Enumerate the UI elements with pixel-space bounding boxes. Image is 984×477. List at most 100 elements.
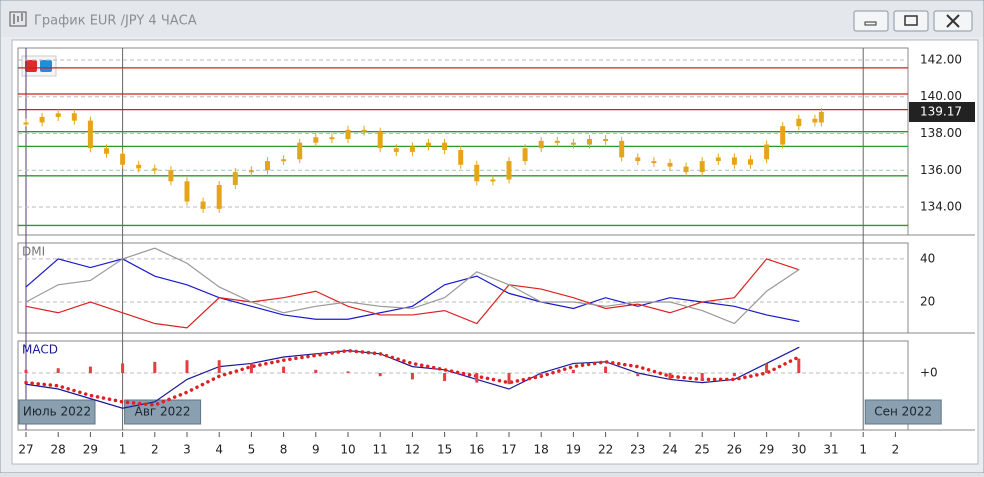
app-icon (9, 11, 27, 27)
x-tick-label: 2 (892, 443, 900, 457)
month-box (18, 399, 96, 425)
x-tick-label: 5 (248, 443, 256, 457)
histogram-bar (346, 371, 350, 374)
series-line (25, 247, 800, 325)
candle (345, 129, 351, 140)
y-tick-label: 142.00 (920, 52, 962, 66)
candle (393, 148, 399, 152)
candle (715, 157, 721, 162)
x-tick-label: 11 (373, 443, 388, 457)
x-tick-label: 15 (437, 443, 452, 457)
month-label: Июль 2022 (23, 405, 91, 419)
candle (587, 139, 592, 145)
candle (748, 159, 753, 165)
x-tick-label: 30 (791, 443, 806, 457)
histogram-bar (507, 373, 511, 385)
y-tick-label: +0 (920, 366, 938, 380)
candle (818, 111, 824, 123)
maximize-button[interactable] (893, 10, 929, 32)
panel-title: MACD (22, 343, 58, 357)
x-tick-label: 31 (823, 443, 838, 457)
x-tick-label: 18 (534, 443, 549, 457)
candle (281, 159, 287, 162)
candle (232, 172, 238, 185)
minimize-button[interactable] (853, 10, 889, 32)
candle (619, 140, 625, 158)
x-tick-label: 16 (469, 443, 484, 457)
candle (635, 157, 641, 162)
histogram-bar (56, 368, 60, 374)
x-tick-label: 25 (695, 443, 710, 457)
histogram-bar (668, 373, 672, 380)
color-toggle[interactable] (21, 55, 57, 77)
histogram-bar (24, 369, 28, 374)
histogram-bar (88, 366, 92, 374)
x-tick-label: 27 (18, 443, 33, 457)
month-box (124, 399, 202, 425)
candle (474, 164, 480, 182)
candle (554, 140, 560, 143)
candle (442, 142, 448, 151)
histogram-bar (282, 366, 286, 374)
x-tick-label: 29 (83, 443, 98, 457)
candle (200, 201, 206, 209)
y-tick-label: 140.00 (920, 89, 962, 103)
y-tick-label: 20 (920, 294, 935, 308)
candle (23, 122, 29, 125)
y-tick-label: 138.00 (920, 126, 962, 140)
candle (71, 113, 77, 121)
candle (812, 118, 818, 123)
x-tick-label: 8 (280, 443, 288, 457)
close-button[interactable] (933, 10, 973, 32)
panel-frame (17, 242, 909, 334)
histogram-bar (314, 369, 318, 374)
candle (136, 164, 142, 169)
candle (361, 129, 367, 132)
x-tick-label: 19 (566, 443, 581, 457)
histogram-bar (410, 373, 414, 380)
month-label: Сен 2022 (874, 405, 932, 419)
chart-area (11, 39, 979, 465)
histogram-bar (732, 373, 736, 377)
x-tick-label: 29 (759, 443, 774, 457)
candle (216, 184, 222, 209)
histogram-bar (443, 373, 447, 382)
histogram-bar (636, 373, 640, 377)
candle (651, 161, 657, 164)
x-tick-label: 17 (501, 443, 516, 457)
histogram-bar (378, 373, 382, 377)
x-tick-label: 2 (151, 443, 159, 457)
window-title: График EUR /JPY 4 ЧАСА (34, 14, 197, 29)
x-tick-label: 1 (859, 443, 867, 457)
candle (265, 161, 270, 171)
candle (458, 150, 464, 165)
last-price-box (909, 101, 975, 122)
candle (731, 157, 737, 165)
y-tick-label: 136.00 (920, 163, 962, 177)
month-label: Авг 2022 (135, 405, 191, 419)
candle (506, 161, 512, 180)
x-tick-label: 9 (312, 443, 320, 457)
histogram-bar (121, 363, 125, 374)
x-tick-label: 12 (405, 443, 420, 457)
x-tick-label: 28 (51, 443, 66, 457)
candle (538, 140, 544, 149)
histogram-bar (571, 369, 575, 374)
x-tick-label: 3 (183, 443, 191, 457)
candle (120, 153, 126, 165)
candle (667, 162, 673, 167)
x-tick-label: 22 (598, 443, 613, 457)
candle (87, 120, 93, 149)
candle (796, 118, 802, 127)
histogram-bar (475, 373, 479, 383)
x-tick-label: 26 (727, 443, 742, 457)
candle (699, 161, 705, 173)
candle (780, 126, 786, 145)
candle (55, 113, 61, 117)
month-box (864, 399, 942, 425)
x-tick-label: 4 (215, 443, 223, 457)
candle (168, 170, 174, 182)
y-tick-label: 134.00 (920, 200, 962, 214)
histogram-bar (700, 373, 704, 382)
y-tick-label: 40 (920, 251, 935, 265)
